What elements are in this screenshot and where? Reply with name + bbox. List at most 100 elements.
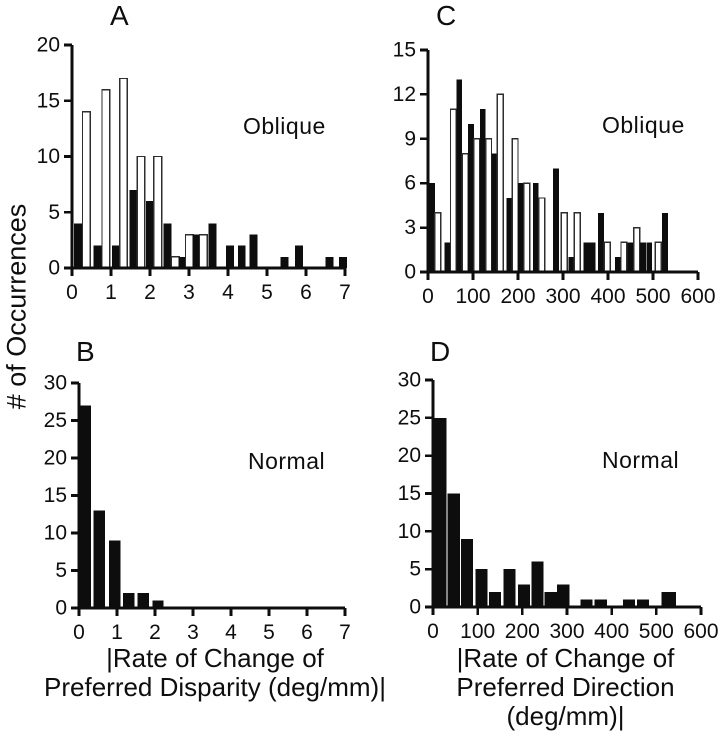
y-tick-label: 10	[37, 145, 60, 168]
panel-d-letter: D	[430, 336, 451, 367]
histogram-bar-white	[632, 226, 641, 273]
histogram-bar-white	[603, 241, 611, 273]
x-tick-label: 0	[422, 285, 434, 308]
x-tick-label: 500	[639, 620, 674, 643]
histogram-bar-black	[208, 223, 217, 268]
histogram-bar-black	[517, 584, 530, 607]
x-tick-label: 5	[261, 281, 273, 304]
histogram-bar-white	[654, 241, 662, 273]
histogram-bar-black	[444, 242, 451, 272]
panel-c-letter: C	[436, 0, 457, 31]
x-tick-label: 400	[594, 620, 629, 643]
x-tick-label: 300	[549, 620, 584, 643]
histogram-bar-black	[434, 417, 447, 607]
x-tick-label: 0	[73, 621, 85, 644]
y-tick-label: 25	[398, 406, 421, 429]
y-tick-label: 9	[404, 127, 416, 150]
x-tick-label: 4	[222, 281, 234, 304]
panel-a-letter: A	[110, 0, 129, 31]
histogram-bar-black	[226, 245, 234, 268]
histogram-bar-white	[573, 212, 581, 273]
histogram-bar-black	[568, 257, 575, 272]
x-tick-label: 1	[105, 281, 117, 304]
x-tick-label: 6	[300, 281, 312, 304]
x-tick-label: 400	[590, 285, 625, 308]
histogram-bar-black	[532, 183, 539, 272]
y-tick-label: 25	[44, 409, 67, 432]
y-tick-label: 6	[404, 172, 416, 195]
x-tick-label: 0	[66, 281, 78, 304]
y-tick-label: 10	[398, 520, 421, 543]
histogram-bar-white	[449, 108, 458, 273]
histogram-bar-black	[237, 245, 246, 268]
histogram-bar-black	[662, 212, 668, 272]
x-tick-label: 4	[225, 621, 237, 644]
histogram-bar-white	[511, 138, 519, 273]
panel-b-condition-label: Normal	[248, 448, 326, 474]
x-tick-label: 100	[460, 620, 495, 643]
histogram-bar-black	[580, 599, 593, 607]
y-tick-label: 10	[44, 522, 67, 545]
histogram-bar-white	[523, 182, 531, 273]
histogram-bar-black	[583, 242, 590, 272]
histogram-bar-white	[461, 152, 469, 273]
histogram-bar-black	[447, 493, 460, 607]
y-tick-label: 30	[398, 372, 421, 392]
histogram-bar-black	[479, 109, 486, 272]
panel-a-condition-label: Oblique	[243, 113, 326, 139]
histogram-bar-black	[488, 591, 501, 607]
histogram-bar-black	[491, 153, 498, 272]
x-tick-label: 0	[427, 620, 439, 643]
y-tick-label: 0	[409, 596, 421, 619]
histogram-bar-black	[594, 599, 607, 607]
histogram-bar-white	[153, 155, 163, 269]
x-axis-label-disparity-line1: |Rate of Change of	[106, 643, 324, 673]
histogram-bar-black	[129, 189, 138, 268]
histogram-bar-black	[295, 245, 303, 268]
histogram-bar-black	[598, 212, 604, 272]
y-tick-label: 3	[404, 216, 416, 239]
histogram-bar-black	[589, 242, 596, 272]
histogram-bar-white	[136, 155, 146, 269]
x-axis-label-disparity: |Rate of Change of Preferred Disparity (…	[40, 644, 390, 702]
x-tick-label: 3	[187, 621, 199, 644]
x-tick-label: 600	[680, 285, 715, 308]
histogram-bar-black	[503, 569, 516, 607]
histogram-bar-black	[249, 234, 258, 268]
x-tick-label: 7	[339, 621, 351, 644]
y-tick-label: 15	[37, 89, 60, 112]
x-tick-label: 500	[635, 285, 670, 308]
histogram-bar-black	[518, 183, 524, 272]
x-axis-label-direction: |Rate of Change of Preferred Direction (…	[408, 644, 720, 731]
histogram-bar-black	[553, 168, 559, 272]
histogram-bar-black	[637, 599, 650, 607]
x-tick-label: 600	[683, 620, 718, 643]
y-tick-label: 20	[44, 447, 67, 470]
y-tick-label: 30	[44, 375, 67, 395]
histogram-bar-black	[544, 591, 557, 607]
histogram-bar-white	[101, 88, 111, 269]
histogram-bar-black	[614, 257, 621, 272]
histogram-bar-white	[81, 111, 92, 269]
x-tick-label: 2	[144, 281, 156, 304]
histogram-bar-black	[137, 593, 149, 608]
histogram-bar-white	[537, 197, 546, 273]
histogram-bar-black	[557, 584, 570, 607]
histogram-bar-white	[434, 212, 442, 273]
histogram-bar-black	[468, 124, 474, 272]
histogram-bar-black	[163, 223, 172, 268]
histogram-bar-black	[646, 242, 653, 272]
histogram-bar-black	[111, 245, 120, 268]
y-tick-label: 5	[48, 201, 60, 224]
y-tick-label: 12	[393, 83, 416, 106]
histogram-bar-black	[146, 201, 154, 268]
y-tick-label: 5	[409, 558, 421, 581]
x-tick-label: 6	[301, 621, 313, 644]
panel-d-condition-label: Normal	[602, 447, 680, 473]
histogram-bar-black	[506, 198, 513, 272]
panel-c-chart: 0 3 6 9 12 15 0 100 200 300 400 500 600	[393, 42, 716, 308]
y-tick-label: 15	[393, 42, 416, 62]
x-tick-label: 200	[500, 285, 535, 308]
histogram-bar-white	[484, 138, 493, 273]
histogram-bar-white	[170, 256, 180, 269]
